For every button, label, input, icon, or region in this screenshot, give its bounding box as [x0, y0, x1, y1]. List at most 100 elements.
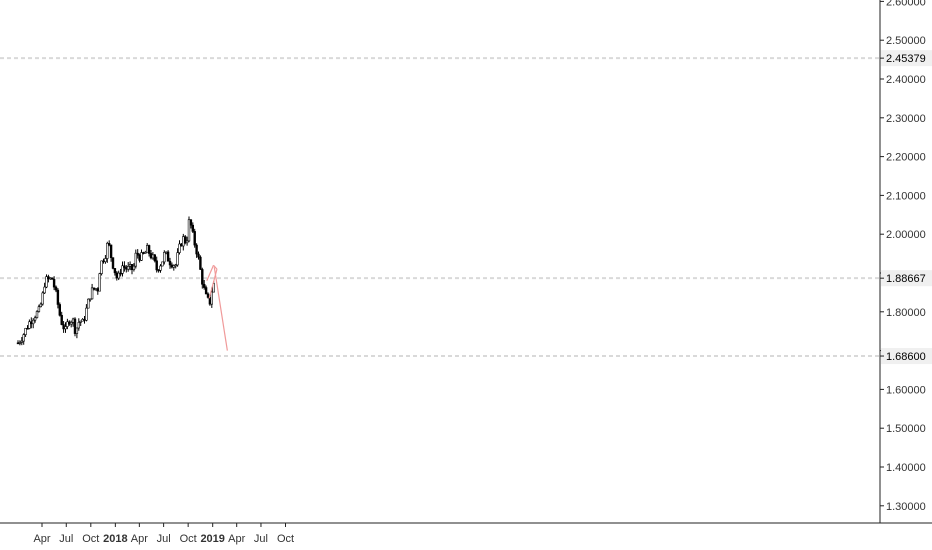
candle-body — [33, 317, 37, 321]
candle-body — [22, 334, 25, 342]
x-tick-label: Jul — [157, 533, 171, 545]
candle-body — [208, 297, 212, 305]
candle-body — [50, 277, 54, 280]
candle-body — [201, 269, 204, 285]
y-tick-label: 2.60000 — [886, 0, 926, 8]
candle-body — [123, 265, 126, 268]
candle-body — [184, 236, 187, 244]
x-tick-label: 2019 — [200, 533, 224, 545]
candle-body — [37, 306, 41, 312]
candle-body — [75, 327, 79, 334]
x-tick-label: Oct — [180, 533, 197, 545]
candle-body — [85, 307, 88, 321]
y-tick-label: 1.50000 — [886, 423, 926, 435]
candle-body — [81, 319, 84, 322]
candle-body — [52, 279, 56, 288]
candle-body — [210, 291, 213, 305]
candle-body — [178, 243, 181, 253]
candle-body — [128, 264, 132, 267]
trend-lines — [206, 264, 228, 351]
candle-body — [58, 304, 62, 316]
price-marker-box — [881, 348, 932, 365]
trend-line — [206, 265, 215, 281]
y-tick-label: 2.20000 — [886, 152, 926, 164]
candle-body — [111, 257, 115, 269]
candle-body — [172, 265, 175, 268]
candle-body — [151, 254, 155, 259]
candle-body — [68, 321, 71, 325]
candle-body — [100, 260, 103, 274]
price-marker-label: 1.68600 — [886, 351, 926, 363]
y-tick-label: 1.80000 — [886, 307, 926, 319]
candle-body — [199, 256, 202, 270]
candle-body — [39, 303, 43, 308]
candle-body — [47, 276, 50, 280]
candle-body — [108, 243, 111, 246]
candle-body — [176, 252, 179, 266]
price-marker-label: 2.45379 — [886, 53, 926, 65]
candle-body — [109, 244, 113, 258]
candle-body — [153, 254, 156, 262]
candle-body — [92, 287, 96, 290]
candle-body — [180, 243, 183, 247]
candle-body — [168, 260, 172, 266]
trend-line — [213, 267, 228, 351]
candle-body — [127, 266, 130, 270]
candle-body — [43, 286, 46, 294]
candle-body — [142, 252, 145, 254]
candle-body — [113, 268, 117, 274]
candle-body — [64, 326, 67, 330]
x-tick-label: Apr — [131, 533, 148, 545]
x-tick-label: Apr — [228, 533, 245, 545]
candle-body — [195, 244, 198, 255]
candle-body — [62, 324, 65, 330]
candle-body — [26, 327, 29, 330]
candle-body — [16, 342, 20, 345]
candle-body — [159, 265, 162, 271]
candle-body — [60, 314, 63, 325]
candle-body — [28, 321, 31, 329]
candle-body — [165, 251, 168, 254]
candle-body — [106, 243, 109, 259]
candle-body — [96, 288, 100, 292]
x-tick-label: Jul — [254, 533, 268, 545]
price-marker-box — [881, 270, 932, 287]
candle-body — [56, 289, 60, 305]
candle-body — [146, 245, 149, 253]
candle-body — [182, 236, 185, 247]
candle-body — [73, 318, 77, 334]
candle-body — [79, 320, 82, 323]
candle-body — [125, 267, 128, 270]
x-tick-label: Jul — [59, 533, 73, 545]
candle-body — [115, 272, 119, 279]
candle-body — [170, 264, 174, 268]
candle-body — [191, 224, 194, 232]
candle-body — [166, 251, 170, 262]
candle-body — [149, 253, 153, 259]
candle-body — [87, 298, 90, 309]
trend-line — [213, 264, 218, 270]
candle-body — [174, 264, 177, 267]
candle-body — [157, 269, 160, 272]
candle-body — [117, 272, 120, 279]
x-tick-label: 2018 — [103, 533, 127, 545]
candle-body — [30, 321, 33, 325]
candle-body — [134, 252, 137, 267]
candle-body — [20, 340, 23, 343]
y-tick-label: 2.10000 — [886, 190, 926, 202]
y-tick-label: 1.60000 — [886, 384, 926, 396]
candle-body — [70, 322, 73, 325]
candle-body — [94, 288, 98, 290]
candle-body — [140, 252, 143, 261]
x-tick-label: Apr — [33, 533, 50, 545]
x-tick-label: Oct — [82, 533, 99, 545]
candle-body — [203, 283, 206, 288]
candle-body — [41, 292, 44, 305]
candle-body — [66, 321, 69, 327]
candle-body — [204, 287, 208, 295]
candle-body — [193, 231, 196, 246]
candle-body — [206, 293, 210, 298]
